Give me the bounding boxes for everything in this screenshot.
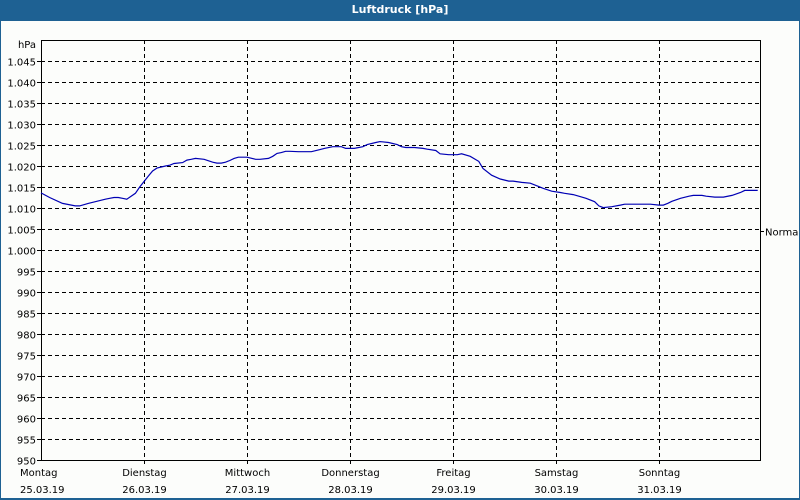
- x-tick-day: Freitag: [436, 468, 470, 479]
- y-tick-label: 980: [17, 331, 36, 342]
- y-tick-label: 1.025: [7, 142, 36, 153]
- y-axis-unit: hPa: [18, 40, 36, 51]
- y-tick-label: 985: [17, 310, 36, 321]
- x-tick-day: Sonntag: [639, 468, 681, 479]
- y-tick-label: 1.015: [7, 184, 36, 195]
- y-tick-label: 965: [17, 394, 36, 405]
- chart-panel: 1.045 1.040 1.035 1.030 1.025 1.020 1.015 1.010…: [1, 21, 799, 498]
- y-tick-label: 1.035: [7, 100, 36, 111]
- x-tick-date: 29.03.19: [431, 485, 476, 496]
- plot-frame: [41, 40, 761, 461]
- y-tick-label: 1.010: [7, 205, 36, 216]
- x-tick-date: 26.03.19: [122, 485, 167, 496]
- y-tick-label: 950: [17, 457, 36, 468]
- y-tick-label: 1.045: [7, 58, 36, 69]
- y-tick-label: 975: [17, 352, 36, 363]
- x-tick-day: Dienstag: [122, 468, 167, 479]
- y-tick-label: 995: [17, 268, 36, 279]
- y-tick-label: 955: [17, 436, 36, 447]
- y-tick-label: 960: [17, 415, 36, 426]
- x-tick-day: Donnerstag: [321, 468, 379, 479]
- y-tick-label: 1.005: [7, 226, 36, 237]
- y-tick-label: 1.040: [7, 79, 36, 90]
- pressure-line: [40, 140, 758, 209]
- x-tick-day: Samstag: [535, 468, 579, 479]
- x-tick-day: Montag: [20, 468, 57, 479]
- y-tick-label: 1.000: [7, 247, 36, 258]
- y-tick-label: 970: [17, 373, 36, 384]
- y-tick-label: 1.030: [7, 121, 36, 132]
- normal-label: Normal: [765, 228, 799, 239]
- x-tick-date: 28.03.19: [328, 485, 373, 496]
- x-tick-day: Mittwoch: [225, 468, 270, 479]
- x-tick-date: 27.03.19: [225, 485, 270, 496]
- window-title: Luftdruck [hPa]: [0, 0, 800, 21]
- y-tick-label: 1.020: [7, 163, 36, 174]
- x-tick-date: 31.03.19: [637, 485, 682, 496]
- y-tick-label: 990: [17, 289, 36, 300]
- x-tick-date: 30.03.19: [534, 485, 579, 496]
- x-tick-date: 25.03.19: [20, 485, 65, 496]
- pressure-chart: 1.045 1.040 1.035 1.030 1.025 1.020 1.015 1.010…: [7, 40, 799, 496]
